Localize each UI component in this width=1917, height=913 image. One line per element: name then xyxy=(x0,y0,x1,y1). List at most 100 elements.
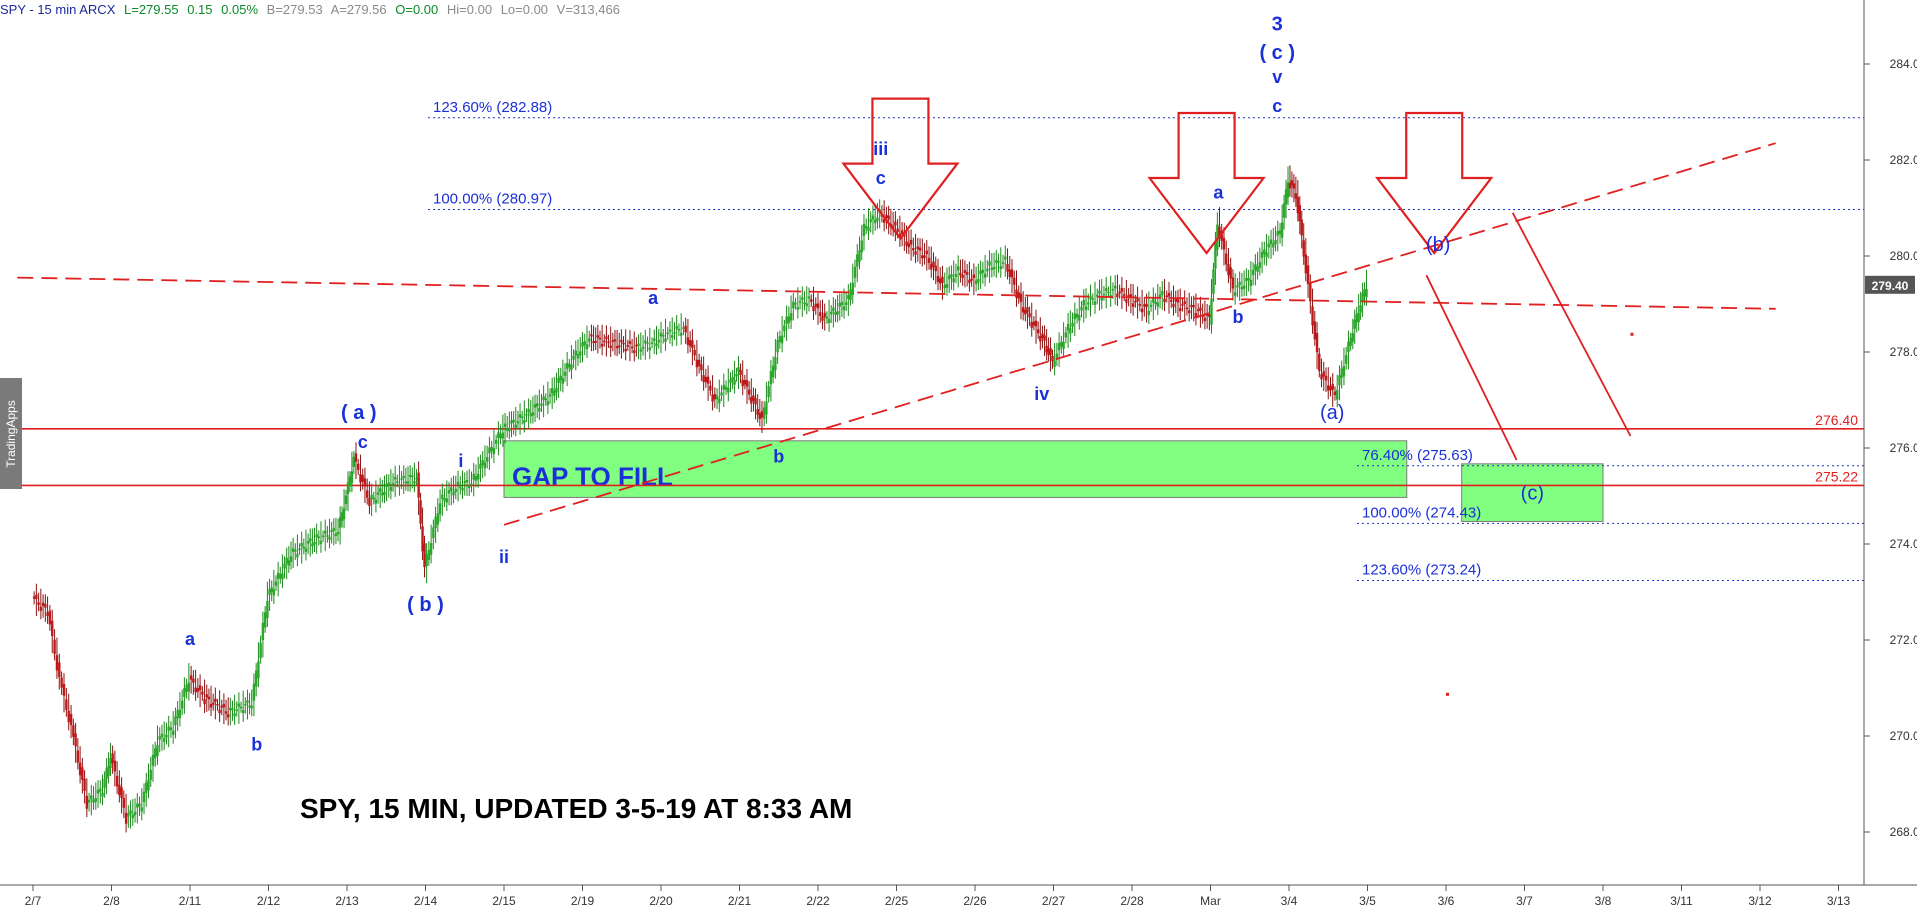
candle-body xyxy=(563,371,567,376)
candle-body xyxy=(783,325,786,332)
candle-body xyxy=(479,463,482,469)
candle-body xyxy=(662,334,665,337)
target-c-label: (c) xyxy=(1521,483,1544,505)
candle-body xyxy=(827,319,831,323)
candle-body xyxy=(842,306,846,311)
candle-body xyxy=(492,448,496,455)
candle-body xyxy=(745,380,749,387)
candle-body xyxy=(321,535,325,538)
candle-body xyxy=(423,543,426,568)
candle-body xyxy=(1158,294,1162,298)
candle-body xyxy=(655,343,658,347)
candle-body xyxy=(503,423,507,427)
candle-body xyxy=(55,655,59,671)
candle-body xyxy=(713,393,717,400)
candle-body xyxy=(803,302,806,305)
candle-body xyxy=(1353,319,1356,329)
candle-body xyxy=(421,526,424,552)
candle-body xyxy=(266,600,269,619)
candle-body xyxy=(391,483,395,486)
candle-body xyxy=(214,698,217,703)
candle-body xyxy=(1296,197,1300,214)
candle-body xyxy=(774,357,777,371)
candle-body xyxy=(499,433,502,439)
candle-body xyxy=(1024,309,1027,315)
candle-body xyxy=(943,284,946,289)
candle-body xyxy=(344,495,348,505)
wave-label: a xyxy=(185,629,196,649)
candle-body xyxy=(709,385,712,391)
candle-body xyxy=(1340,368,1343,378)
candle-body xyxy=(882,218,886,223)
candle-body xyxy=(1028,313,1031,318)
candle-body xyxy=(189,675,193,680)
down-arrow-icon xyxy=(1375,111,1494,255)
candle-body xyxy=(535,403,539,407)
candle-body xyxy=(540,403,543,406)
candle-body xyxy=(1227,264,1230,276)
candle-body xyxy=(508,428,511,432)
candle-body xyxy=(974,280,978,285)
candle-body xyxy=(180,700,184,709)
candle-body xyxy=(296,553,299,558)
wave-label: iv xyxy=(1034,384,1049,404)
candle-body xyxy=(995,259,998,263)
candle-body xyxy=(145,782,148,793)
candle-body xyxy=(956,266,960,271)
candle-body xyxy=(921,255,924,259)
candle-body xyxy=(972,274,976,279)
candle-body xyxy=(675,325,678,329)
candle-body xyxy=(715,395,719,400)
candle-body xyxy=(39,606,43,611)
candle-body xyxy=(778,336,782,343)
candle-body xyxy=(981,269,985,273)
candle-body xyxy=(894,221,897,226)
candle-body xyxy=(1098,290,1101,294)
candle-body xyxy=(201,691,204,695)
candle-body xyxy=(574,350,577,356)
candle-body xyxy=(950,274,953,278)
x-tick-label: 2/27 xyxy=(1042,894,1066,908)
candle-body xyxy=(1272,243,1275,248)
candle-body xyxy=(1100,297,1103,301)
candle-body xyxy=(124,812,128,824)
x-tick-label: 3/6 xyxy=(1438,894,1455,908)
last-price-badge xyxy=(1865,275,1915,294)
candle-body xyxy=(425,554,428,566)
volume: V=313,466 xyxy=(556,2,620,17)
candle-body xyxy=(518,414,522,418)
candle-body xyxy=(1344,355,1348,364)
candle-body xyxy=(368,498,371,506)
candle-body xyxy=(419,500,422,524)
candle-body xyxy=(1225,253,1228,265)
candle-body xyxy=(639,349,643,352)
symbol-label: SPY - 15 min ARCX xyxy=(0,2,116,17)
candle-body xyxy=(767,386,770,398)
candle-body xyxy=(1006,263,1009,272)
candle-body xyxy=(529,413,532,417)
candle-body xyxy=(53,639,56,654)
x-tick-label: 2/14 xyxy=(414,894,438,908)
candle-body xyxy=(222,704,226,708)
candle-body xyxy=(468,485,471,489)
candle-body xyxy=(523,419,526,424)
candle-body xyxy=(313,541,316,545)
candle-body xyxy=(1196,309,1200,312)
candle-body xyxy=(96,789,100,794)
candle-body xyxy=(1161,290,1164,295)
candle-body xyxy=(727,387,730,393)
candle-body xyxy=(1258,262,1262,268)
y-tick-label: 280.00 xyxy=(1890,249,1917,263)
candle-body xyxy=(1214,242,1217,269)
candle-body xyxy=(69,714,73,726)
candle-body xyxy=(122,797,126,808)
candle-body xyxy=(1122,294,1126,296)
candle-body xyxy=(559,375,562,381)
candle-body xyxy=(127,813,130,817)
candle-body xyxy=(1013,277,1016,285)
candle-body xyxy=(300,542,303,547)
candle-body xyxy=(158,736,161,740)
candle-body xyxy=(1008,269,1011,277)
candle-body xyxy=(986,268,989,272)
candle-body xyxy=(1187,310,1191,314)
